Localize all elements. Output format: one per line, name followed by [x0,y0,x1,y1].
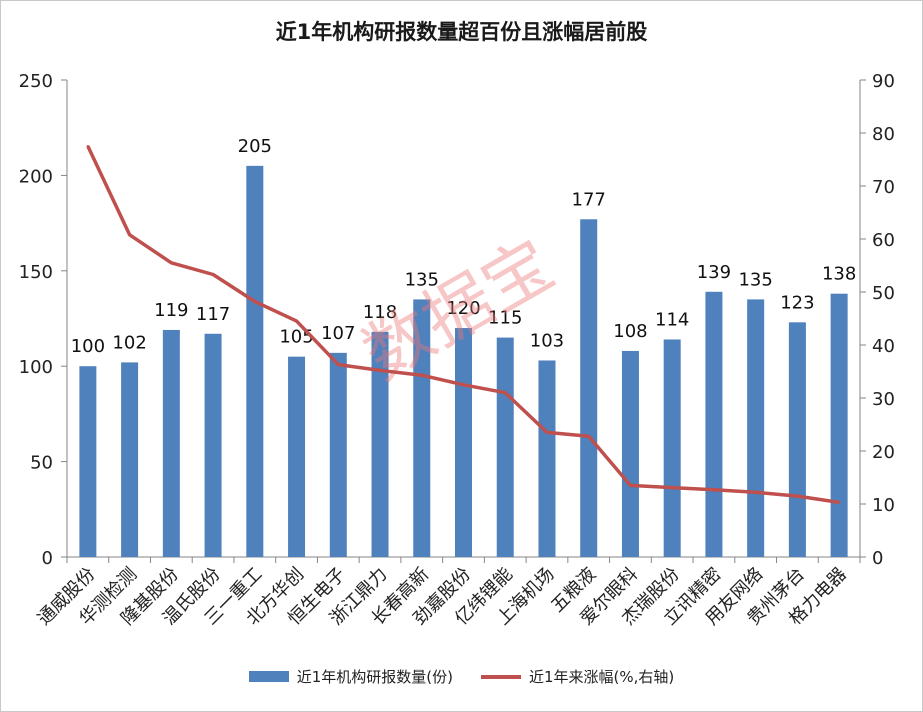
bar [246,165,264,558]
y-right-tick-label: 80 [872,124,895,145]
bar-value-label: 135 [738,269,772,290]
bar [371,331,389,557]
legend: 近1年机构研报数量(份) 近1年来涨幅(%,右轴) [0,666,923,687]
line-point [796,494,799,498]
bar [747,299,765,557]
bar-value-label: 115 [488,308,522,329]
y-right-tick-label: 50 [872,283,895,304]
line-point [337,363,340,366]
bar-value-label: 108 [613,321,647,342]
y-right-tick-label: 90 [872,71,895,92]
bar-value-label: 177 [572,189,606,210]
legend-swatch-bar [248,671,289,682]
y-right-tick-label: 30 [872,389,895,410]
line-point [86,145,90,148]
bar [663,339,681,557]
bar-value-label: 120 [446,298,480,319]
bar [329,352,347,557]
legend-label-line: 近1年来涨幅(%,右轴) [528,668,675,686]
bar [788,322,806,557]
line-point [712,488,716,491]
y-left-tick-label: 0 [42,548,53,569]
y-left-tick-label: 250 [19,71,53,92]
y-left-tick-label: 150 [19,262,53,283]
bar [538,360,556,557]
y-right-tick-label: 40 [872,336,895,357]
bar [705,291,723,557]
bar-value-label: 103 [530,330,564,351]
y-right-tick-label: 0 [872,548,883,569]
y-right-tick-label: 60 [872,230,895,251]
y-right-tick-label: 20 [872,442,895,463]
line-point [128,233,131,236]
bar [621,350,639,557]
y-left-tick-label: 200 [19,166,53,187]
line-point [504,391,507,394]
bar [121,362,139,557]
bar [79,366,97,557]
line-point [629,484,632,487]
line-point [462,383,465,386]
bar [830,293,848,557]
bar-value-label: 205 [238,136,272,157]
legend-label-bar: 近1年机构研报数量(份) [296,668,453,686]
bar-value-label: 100 [71,336,105,357]
line-point [545,431,549,434]
legend-swatch-line [480,674,521,679]
bar [413,299,431,557]
line-point [420,374,423,377]
line-point [211,273,215,276]
line-point [378,369,382,372]
bar-value-label: 119 [154,300,188,321]
bar-value-label: 107 [321,323,355,344]
legend-item-line: 近1年来涨幅(%,右轴) [480,666,675,687]
bar-value-label: 117 [196,304,230,325]
bar-value-label: 135 [405,269,439,290]
bar-value-label: 139 [697,262,731,283]
line-point [837,501,841,504]
bar-value-label: 114 [655,309,689,330]
bar [455,328,472,557]
y-left-tick-label: 100 [19,357,53,378]
bar-value-label: 138 [822,264,856,285]
chart-title: 近1年机构研报数量超百份且涨幅居前股 [275,20,648,44]
bar-value-label: 118 [363,302,397,323]
line-point [295,319,298,323]
bar [580,219,598,557]
y-left-tick-label: 50 [30,453,53,474]
bar [204,333,222,557]
line-point [587,434,590,438]
bar [162,329,180,557]
line-point [170,261,173,265]
legend-item-bar: 近1年机构研报数量(份) [248,666,453,687]
bar-value-label: 102 [112,332,146,353]
y-right-tick-label: 10 [872,495,895,516]
line-point [253,300,257,303]
bar-value-label: 123 [780,292,814,313]
bar [288,356,306,557]
bar-value-label: 105 [279,327,313,348]
line-point [670,486,674,489]
bar [496,337,514,557]
line-point [754,491,757,494]
y-right-tick-label: 70 [872,177,895,198]
